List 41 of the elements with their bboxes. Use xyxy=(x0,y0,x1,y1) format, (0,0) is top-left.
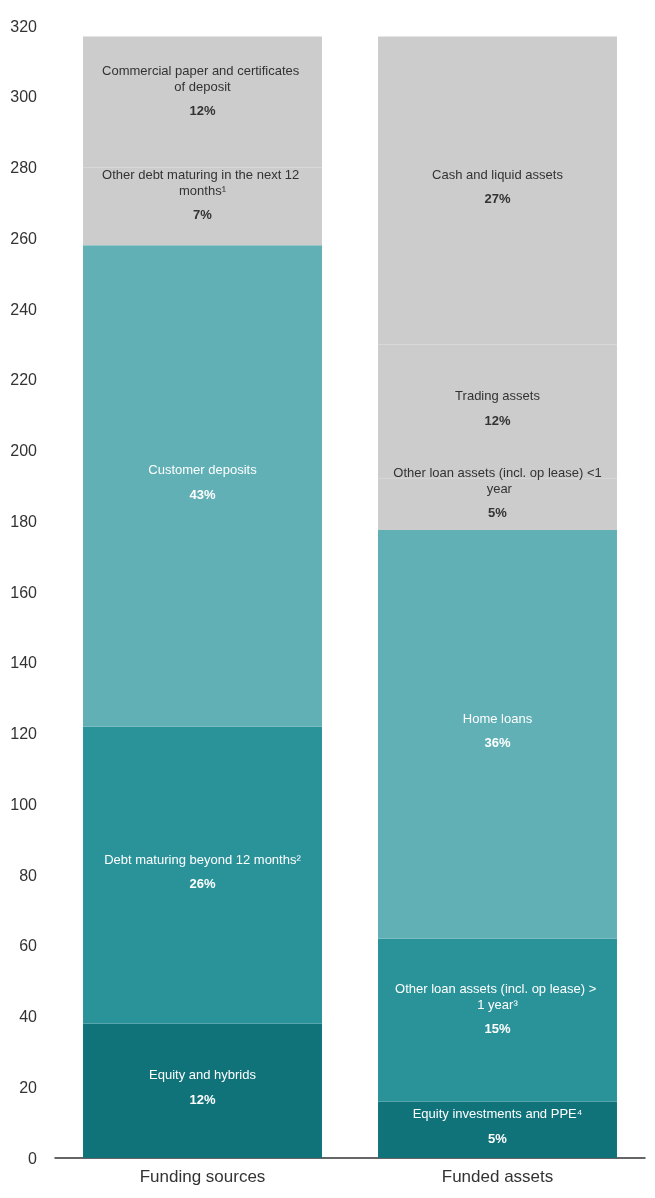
x-tick-label: Funded assets xyxy=(441,1167,554,1186)
y-tick-label: 100 xyxy=(10,795,38,813)
series-label: Equity and hybrids xyxy=(149,1067,257,1083)
y-tick-label: 60 xyxy=(19,937,38,955)
series-label: Customer deposits xyxy=(148,462,258,478)
y-tick-label: 20 xyxy=(19,1078,38,1096)
series-label: Other loan assets (incl. op lease) > 1 year³ xyxy=(395,980,600,1012)
y-tick-label: 40 xyxy=(19,1008,38,1025)
y-tick-label: 240 xyxy=(10,300,38,318)
annotation: 26% xyxy=(189,876,216,891)
series-label: Home loans xyxy=(462,710,533,726)
annotation: 12% xyxy=(189,1091,216,1107)
series-label: Other debt maturing in the next 12 months¹ xyxy=(102,166,303,198)
y-tick-label: 80 xyxy=(19,866,38,884)
annotation: 15% xyxy=(484,1021,511,1037)
series-label: Cash and liquid assets xyxy=(432,166,564,182)
y-tick-label: 180 xyxy=(10,512,38,530)
series-label: Other loan assets (incl. op lease) <1 year xyxy=(393,464,602,496)
y-tick-label: 160 xyxy=(10,583,38,601)
annotation: 5% xyxy=(488,505,508,521)
annotation: 27% xyxy=(484,191,511,207)
y-tick-label: 140 xyxy=(10,654,38,672)
series-label: Trading assets xyxy=(455,388,541,404)
y-tick-label: 120 xyxy=(10,725,38,742)
annotation: 43% xyxy=(189,486,216,502)
series-label: Commercial paper and certificates of deposit xyxy=(102,62,303,94)
y-tick-label: 260 xyxy=(10,229,38,247)
annotation: 12% xyxy=(484,412,511,428)
annotation: 12% xyxy=(189,103,216,119)
y-tick-label: 0 xyxy=(28,1149,38,1167)
series-label: Debt maturing beyond 12 months² xyxy=(104,851,302,867)
y-tick-label: 280 xyxy=(10,159,38,176)
annotation: 36% xyxy=(484,735,511,751)
y-tick-label: 300 xyxy=(10,88,38,106)
annotation: 5% xyxy=(488,1130,508,1146)
x-tick-label: Funding sources xyxy=(139,1167,266,1186)
y-tick-label: 220 xyxy=(10,371,38,389)
y-tick-label: 200 xyxy=(10,442,38,459)
y-tick-label: 320 xyxy=(10,17,38,35)
series-label: Equity investments and PPE⁴ xyxy=(412,1106,583,1122)
annotation: 7% xyxy=(193,207,213,223)
